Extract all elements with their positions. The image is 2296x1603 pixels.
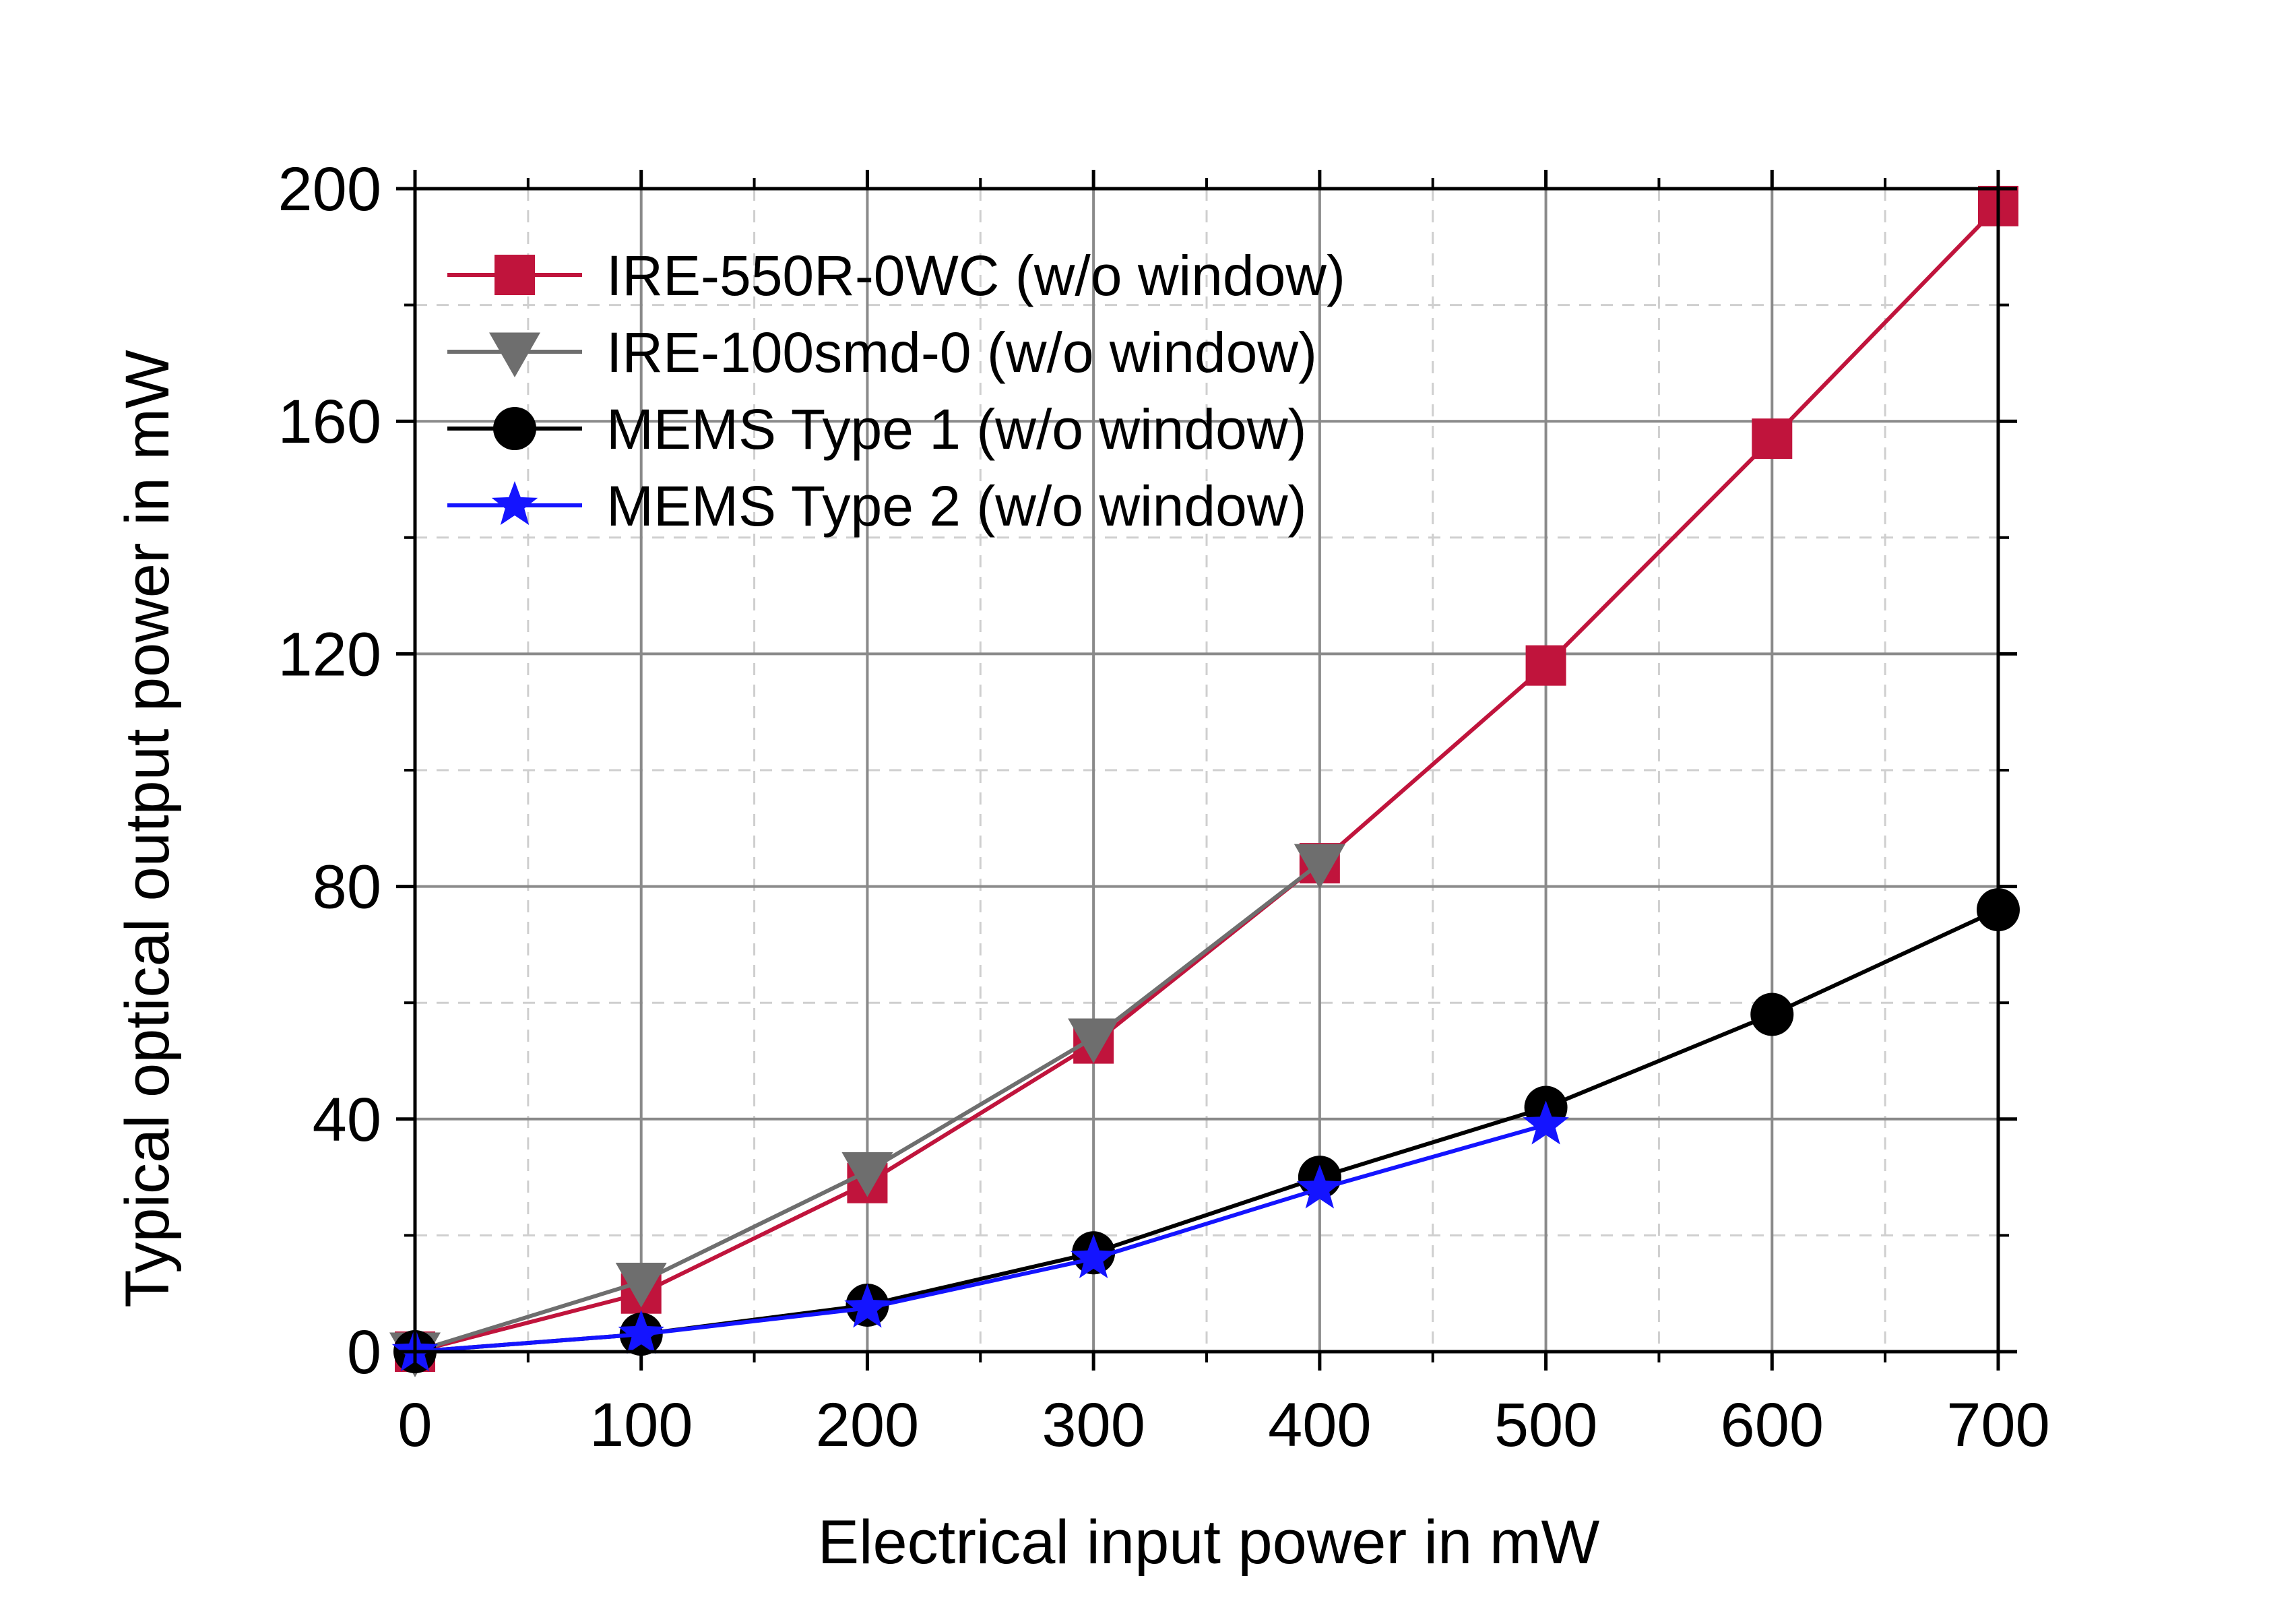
x-tick-label: 700 bbox=[1946, 1391, 2050, 1459]
data-point bbox=[618, 1310, 664, 1354]
legend: IRE-550R-0WC (w/o window) IRE-100smd-0 (w… bbox=[447, 244, 1345, 538]
data-point bbox=[1752, 418, 1793, 460]
series-line bbox=[414, 1123, 1547, 1354]
legend-marker bbox=[489, 332, 540, 377]
legend-marker bbox=[495, 255, 535, 295]
series-line bbox=[414, 204, 2000, 1354]
legend-item: MEMS Type 1 (w/o window) bbox=[447, 398, 1306, 461]
data-point bbox=[844, 1284, 891, 1328]
axes: 0 100 200 300 400 500 600 700 0 40 80 120 160 200 bbox=[278, 155, 2050, 1459]
data-point bbox=[1068, 1018, 1120, 1063]
legend-marker bbox=[493, 407, 536, 450]
legend-item: IRE-550R-0WC (w/o window) bbox=[447, 244, 1345, 307]
x-tick-label: 300 bbox=[1042, 1391, 1145, 1459]
x-tick-label: 100 bbox=[589, 1391, 693, 1459]
x-tick-label: 600 bbox=[1721, 1391, 1824, 1459]
y-tick-label: 80 bbox=[313, 853, 381, 922]
x-axis-title: Electrical input power in mW bbox=[818, 1508, 1600, 1577]
x-tick-label: 200 bbox=[816, 1391, 920, 1459]
legend-item: MEMS Type 2 (w/o window) bbox=[447, 474, 1306, 538]
data-point bbox=[1525, 645, 1566, 686]
legend-label: IRE-550R-0WC (w/o window) bbox=[606, 244, 1345, 307]
data-point bbox=[1070, 1234, 1117, 1279]
series-layer bbox=[389, 185, 2020, 1377]
data-point bbox=[1750, 993, 1794, 1036]
y-tick-label: 40 bbox=[313, 1086, 381, 1154]
data-point bbox=[1294, 844, 1345, 889]
data-point bbox=[1523, 1100, 1569, 1145]
y-axis-title: Typical optical output power in mW bbox=[113, 350, 182, 1308]
y-tick-label: 120 bbox=[278, 620, 382, 689]
legend-label: IRE-100smd-0 (w/o window) bbox=[606, 321, 1317, 384]
legend-label: MEMS Type 2 (w/o window) bbox=[606, 474, 1306, 538]
data-point bbox=[615, 1262, 667, 1308]
y-tick-label: 200 bbox=[278, 155, 382, 224]
x-tick-label: 400 bbox=[1268, 1391, 1372, 1459]
legend-marker bbox=[491, 481, 538, 526]
legend-label: MEMS Type 1 (w/o window) bbox=[606, 398, 1306, 461]
x-tick-label: 500 bbox=[1494, 1391, 1598, 1459]
y-tick-label: 0 bbox=[347, 1318, 381, 1387]
data-point bbox=[841, 1152, 893, 1197]
x-tick-label: 0 bbox=[397, 1391, 432, 1459]
data-point bbox=[1296, 1164, 1343, 1209]
legend-item: IRE-100smd-0 (w/o window) bbox=[447, 321, 1317, 384]
y-tick-label: 160 bbox=[278, 387, 382, 456]
